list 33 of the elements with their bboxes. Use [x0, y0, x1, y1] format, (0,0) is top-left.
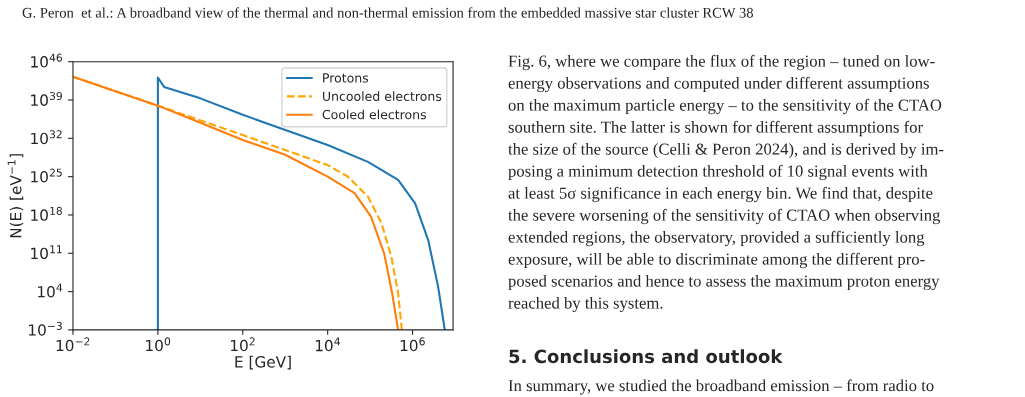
- y-tick-label: 10$^{18}$: [31, 206, 62, 221]
- text: reached by this system.: [508, 296, 663, 313]
- text: the severe worsening of the sensitivity of CTAO when observing: [508, 208, 941, 225]
- x-tick-label: 10$^{−2}$: [56, 337, 90, 352]
- y-tick-label: 10$^{25}$: [31, 168, 62, 183]
- y-tick-label: 10$^{11}$: [31, 245, 62, 260]
- text: extended regions, the observatory, provided a sufficiently long: [508, 230, 925, 247]
- text: posed scenarios and hence to assess the maximum proton energy: [508, 274, 940, 291]
- y-tick-label: 10$^{−3}$: [29, 321, 62, 336]
- x-tick-label: 10$^{2}$: [231, 337, 255, 352]
- x-tick-label: 10$^{6}$: [400, 337, 425, 352]
- y-tick-label: 10$^{32}$: [31, 130, 62, 145]
- text: In summary, we studied the broadband emission – from radio to: [508, 379, 934, 395]
- text: exposure, will be able to discriminate among the different pro-: [508, 252, 925, 269]
- text: at least 5σ significance in each energy bin. We find that, despite: [508, 186, 933, 203]
- legend-label: Protons: [323, 73, 369, 83]
- text: 5. Conclusions and outlook: [509, 349, 783, 364]
- text: energy observations and computed under different assumptions: [508, 76, 929, 93]
- text: on the maximum particle energy – to the sensitivity of the CTAO: [508, 98, 942, 115]
- text: southern site. The latter is shown for different assumptions for: [508, 120, 923, 137]
- x-tick-label: 10$^{0}$: [146, 337, 171, 352]
- x-axis-title: E [GeV]: [235, 355, 291, 370]
- y-tick-label: 10$^{39}$: [31, 91, 62, 106]
- y-axis-title: N(E) [eV$^{−1}$]: [7, 154, 24, 238]
- y-tick-label: 10$^{46}$: [31, 53, 63, 68]
- text: posing a minimum detection threshold of 10 signal events with: [508, 164, 928, 181]
- text: the size of the source (Celli & Peron 2024), and is derived by im-: [508, 142, 944, 159]
- y-tick-label: 10$^{4}$: [38, 283, 63, 298]
- legend-label: Cooled electrons: [322, 109, 426, 120]
- text: G. Peron et al.: A broadband view of the thermal and non-thermal emission from the embedded massive star cluster RCW 38: [22, 7, 754, 18]
- x-tick-label: 10$^{4}$: [315, 337, 340, 352]
- caption: Fig. 6, where we compare the flux of the region – tuned on low-: [508, 54, 935, 71]
- legend-label: Uncooled electrons: [323, 91, 442, 101]
